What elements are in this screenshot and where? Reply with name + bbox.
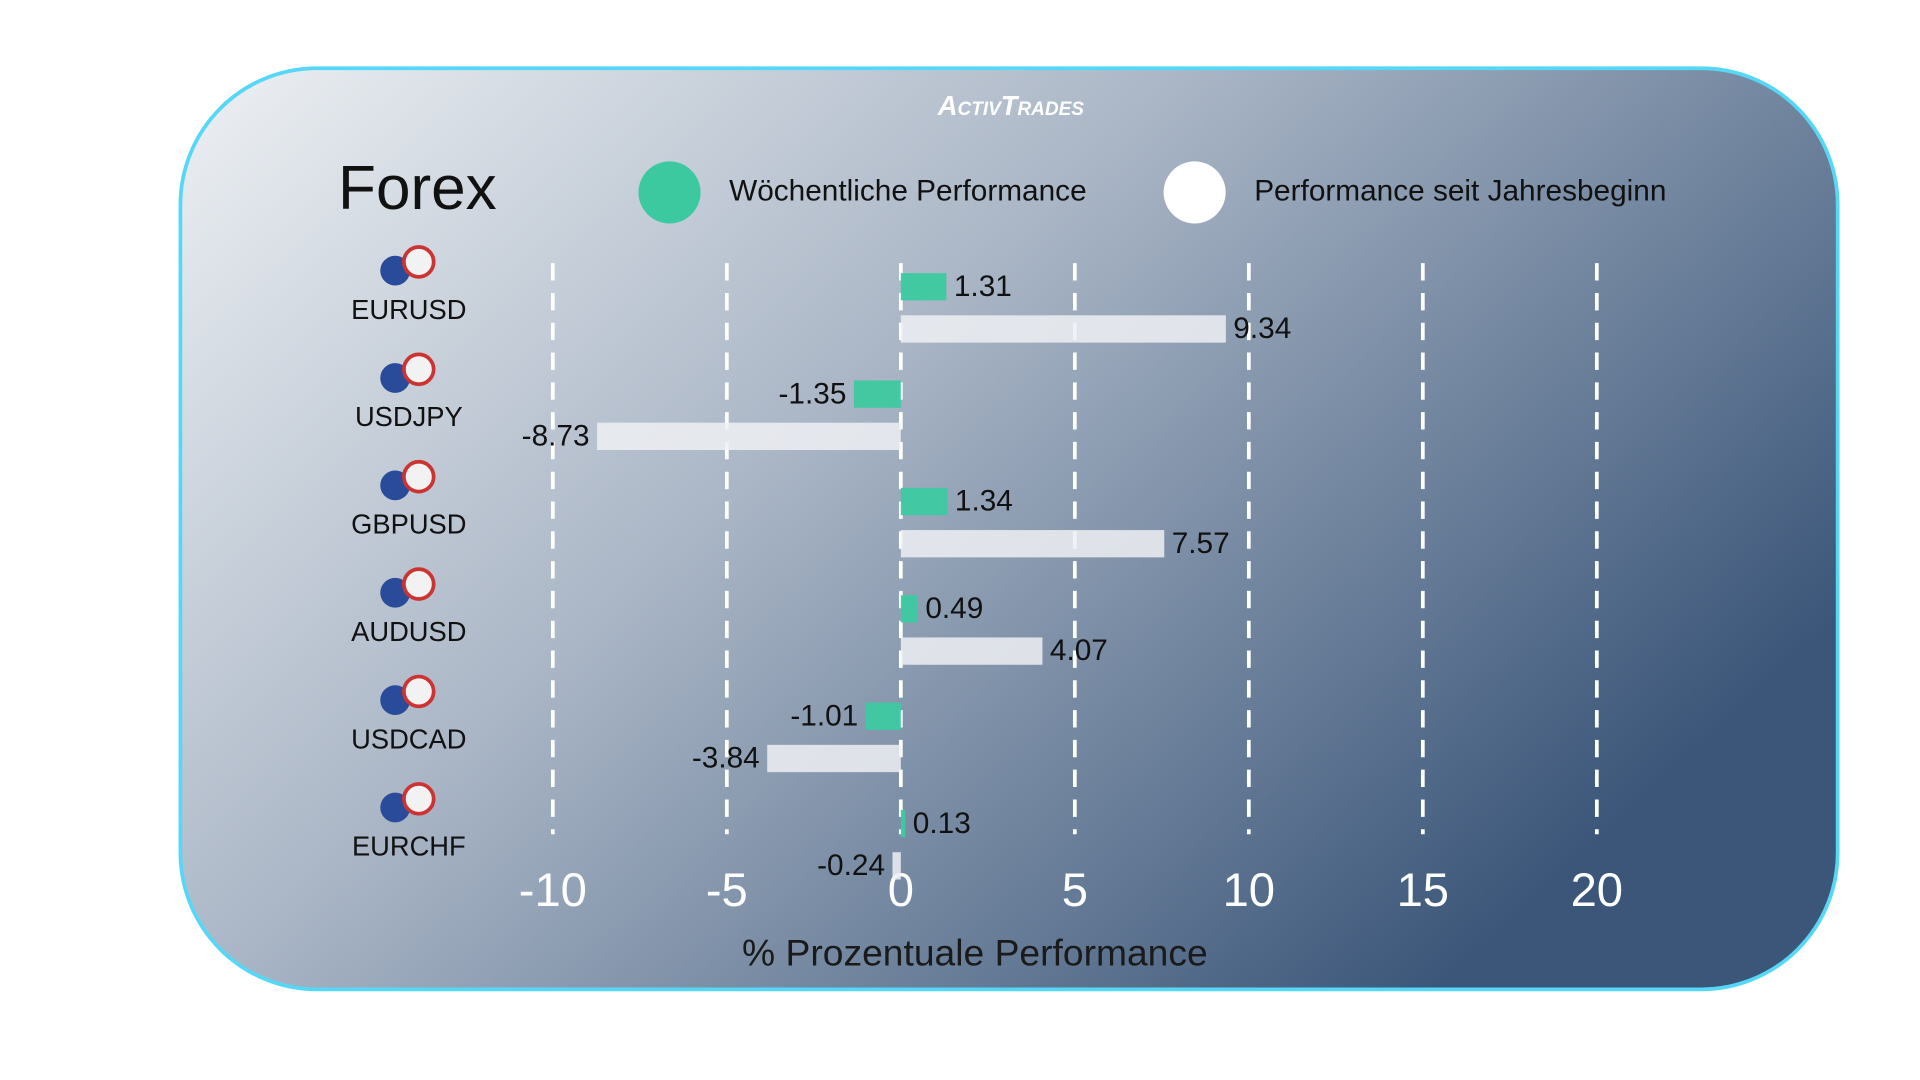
- value-label: -8.73: [522, 419, 590, 452]
- value-label: 1.31: [954, 270, 1012, 303]
- flag-icon: [402, 782, 436, 816]
- bar: [900, 595, 918, 623]
- flag-icon: [402, 674, 436, 709]
- value-label: 0.13: [913, 807, 971, 840]
- bar: [597, 422, 901, 450]
- x-tick-label: 15: [1397, 863, 1449, 916]
- legend-label: Performance seit Jahresbeginn: [1254, 174, 1666, 207]
- value-label: 4.07: [1050, 634, 1108, 667]
- x-axis-label: % Prozentuale Performance: [742, 932, 1208, 974]
- category-label: EURUSD: [351, 294, 466, 325]
- legend-label: Wöchentliche Performance: [729, 174, 1087, 207]
- flag-icon: [402, 567, 436, 601]
- bar: [900, 273, 947, 301]
- category-label: GBPUSD: [351, 509, 466, 540]
- x-tick-label: -10: [519, 863, 587, 916]
- value-label: -0.24: [817, 849, 885, 882]
- value-label: 1.34: [955, 485, 1013, 518]
- bar: [900, 487, 948, 516]
- category-label: USDJPY: [355, 401, 463, 432]
- value-label: -3.84: [692, 742, 760, 775]
- bar: [853, 380, 901, 408]
- legend-swatch: [1163, 161, 1226, 224]
- x-tick-label: -5: [706, 863, 748, 916]
- bar: [900, 810, 906, 838]
- bar: [865, 702, 901, 730]
- chart-title: Forex: [338, 154, 497, 223]
- bar: [900, 530, 1165, 558]
- category-label: EURCHF: [352, 831, 466, 862]
- bar: [900, 637, 1043, 665]
- value-label: 0.49: [925, 592, 983, 625]
- value-label: 7.57: [1172, 527, 1230, 560]
- category-label: USDCAD: [351, 723, 466, 754]
- x-tick-label: 5: [1062, 863, 1088, 916]
- bar: [900, 315, 1226, 343]
- flag-icon: [402, 352, 436, 387]
- value-label: 9.34: [1233, 312, 1291, 345]
- flag-icon: [402, 459, 436, 494]
- legend-swatch: [638, 161, 701, 224]
- bar: [892, 852, 901, 880]
- x-tick-label: 10: [1223, 863, 1275, 916]
- brand-logo: ActivTrades: [937, 90, 1085, 121]
- value-label: -1.01: [790, 699, 858, 732]
- bar: [767, 744, 901, 773]
- flag-icon: [402, 245, 436, 279]
- category-label: AUDUSD: [351, 616, 466, 647]
- value-label: -1.35: [779, 377, 847, 410]
- x-tick-label: 20: [1571, 863, 1623, 916]
